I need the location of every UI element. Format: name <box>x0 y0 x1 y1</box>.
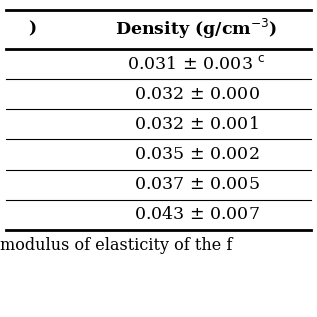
Text: modulus of elasticity of the f: modulus of elasticity of the f <box>0 237 232 254</box>
Text: ): ) <box>28 21 36 38</box>
Text: 0.035 $\pm$ 0.002: 0.035 $\pm$ 0.002 <box>134 146 259 163</box>
Text: 0.032 $\pm$ 0.001: 0.032 $\pm$ 0.001 <box>134 116 259 133</box>
Text: 0.032 $\pm$ 0.000: 0.032 $\pm$ 0.000 <box>133 86 260 103</box>
Text: Density (g/cm$^{-3}$): Density (g/cm$^{-3}$) <box>115 17 278 42</box>
Text: 0.031 $\pm$ 0.003 $^{\mathrm{c}}$: 0.031 $\pm$ 0.003 $^{\mathrm{c}}$ <box>127 55 266 73</box>
Text: 0.043 $\pm$ 0.007: 0.043 $\pm$ 0.007 <box>134 206 259 223</box>
Text: 0.037 $\pm$ 0.005: 0.037 $\pm$ 0.005 <box>134 176 259 193</box>
